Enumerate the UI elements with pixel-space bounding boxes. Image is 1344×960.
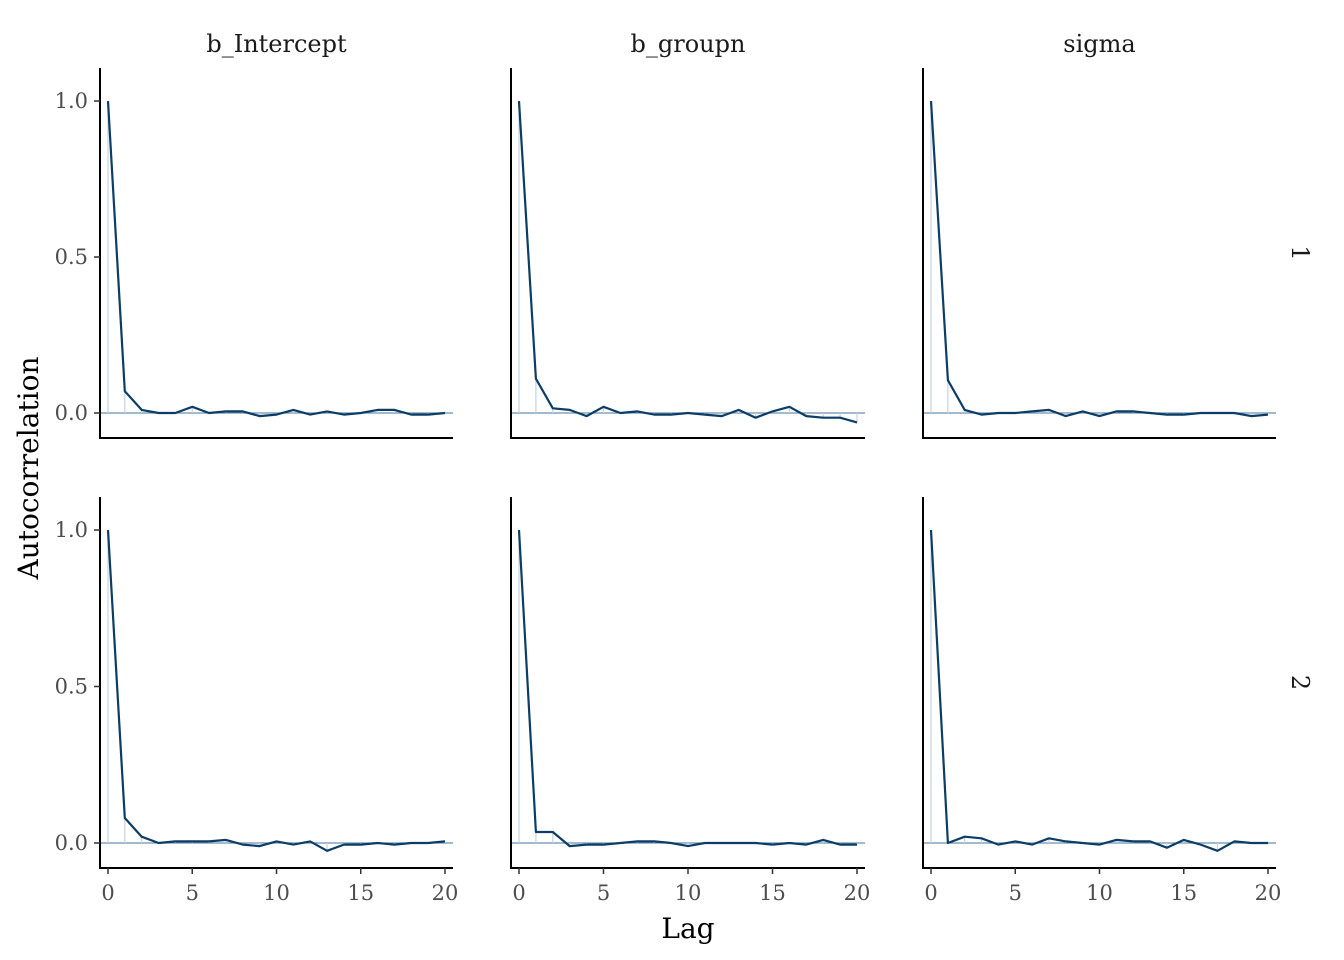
x-tick-label: 15 [347,881,374,905]
row-facet-label-1: 1 [1286,245,1314,260]
x-tick-label: 15 [1170,881,1197,905]
facet-label-b-groupn: b_groupn [631,30,746,58]
y-tick-label: 0.0 [55,401,88,425]
x-tick-label: 20 [432,881,459,905]
acf-line [106,100,446,418]
y-axis-title: Autocorrelation [12,357,45,581]
x-tick-label: 5 [597,881,610,905]
panel-b-intercept-chain-2: 0.0 0.5 1.0 0 5 10 15 20 [55,497,459,905]
panel-b-groupn-chain-1 [510,68,865,439]
row-facet-label-2: 2 [1286,675,1314,690]
y-tick-label: 0.5 [55,245,88,269]
x-tick-label: 0 [101,881,114,905]
panel-sigma-chain-1 [922,68,1276,439]
x-tick-label: 5 [186,881,199,905]
y-tick-label: 0.0 [55,831,88,855]
x-tick-label: 10 [675,881,702,905]
x-tick-label: 0 [512,881,525,905]
acf-line [517,529,857,848]
y-tick-label: 0.5 [55,675,88,699]
x-tick-label: 10 [263,881,290,905]
panel-b-intercept-chain-1: 0.0 0.5 1.0 [55,68,453,439]
facet-label-sigma: sigma [1063,30,1135,58]
x-tick-label: 20 [844,881,871,905]
y-tick-label: 1.0 [55,89,88,113]
facet-label-b-intercept: b_Intercept [206,30,347,58]
acf-line [517,100,858,424]
x-axis-title: Lag [661,912,714,945]
panel-b-groupn-chain-2: 0 5 10 15 20 [510,497,870,905]
x-tick-label: 20 [1255,881,1282,905]
panel-sigma-chain-2: 0 5 10 15 20 [922,497,1281,905]
acf-line [929,100,1269,418]
x-tick-label: 15 [759,881,786,905]
acf-line [929,529,1268,852]
x-tick-label: 0 [924,881,937,905]
y-tick-label: 1.0 [55,518,88,542]
x-tick-label: 5 [1009,881,1022,905]
x-tick-label: 10 [1086,881,1113,905]
facet-panels: b_Intercept b_groupn sigma120.00.51.00.00.… [55,30,1314,905]
acf-line [106,529,446,852]
